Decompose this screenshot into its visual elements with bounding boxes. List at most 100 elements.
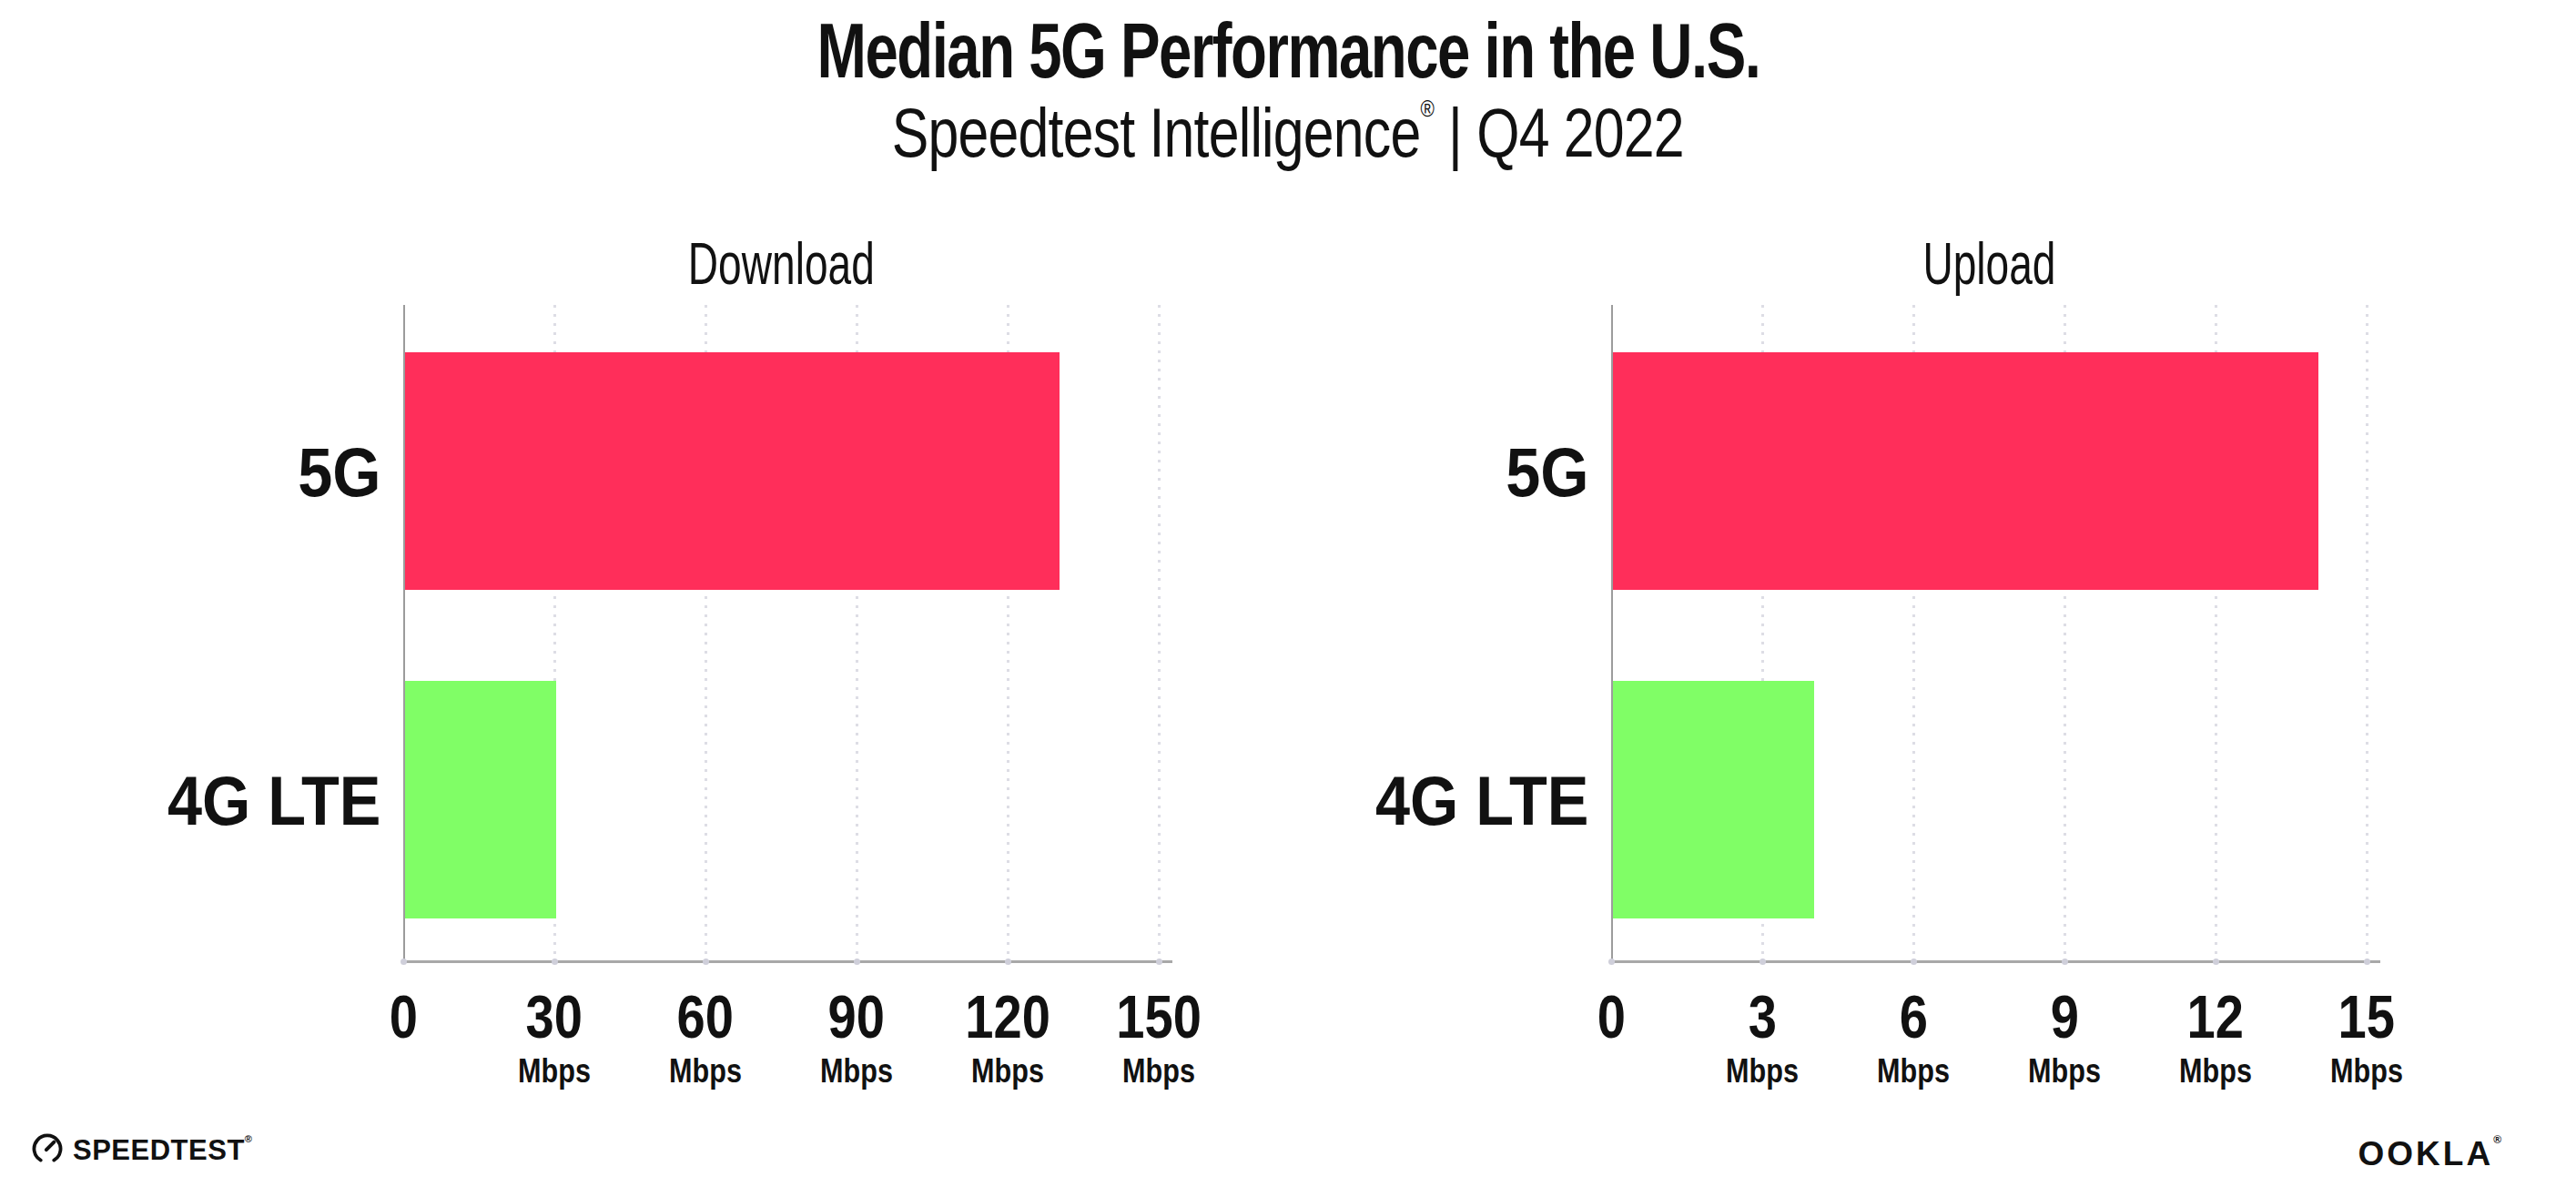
tick-dot (2364, 959, 2370, 965)
page-subtitle: Speedtest Intelligence® | Q4 2022 (793, 93, 1783, 172)
chart-title-text: Upload (1922, 230, 2055, 298)
bar-4g-lte (405, 681, 556, 918)
x-axis-line (403, 960, 1172, 963)
x-tick-unit: Mbps (798, 1052, 915, 1090)
x-tick-9: 9Mbps (1996, 986, 2133, 1090)
chart-panel-download: Download5G4G LTE030Mbps60Mbps90Mbps120Mb… (403, 305, 1159, 962)
x-tick-number: 150 (1116, 986, 1202, 1049)
page-subtitle-text: Speedtest Intelligence® | Q4 2022 (892, 93, 1684, 172)
x-tick-unit: Mbps (2157, 1052, 2274, 1090)
speedtest-logo: SPEEDTEST® (30, 1131, 252, 1170)
category-label-4g-lte: 4G LTE (1224, 760, 1588, 839)
x-tick-value: 9 (1996, 986, 2133, 1049)
tick-dot (401, 959, 407, 965)
speedtest-gauge-icon (30, 1131, 65, 1170)
x-tick-value: 15 (2298, 986, 2435, 1049)
x-tick-number: 12 (2187, 986, 2244, 1049)
bar-4g-lte (1613, 681, 1814, 918)
chart-title-text: Download (688, 230, 875, 298)
ookla-trademark: ® (2493, 1133, 2501, 1146)
tick-dot (1760, 959, 1766, 965)
category-label-4g-lte: 4G LTE (16, 760, 380, 839)
category-label-text: 4G LTE (1375, 760, 1588, 839)
x-tick-number: 6 (1899, 986, 1927, 1049)
speedtest-trademark: ® (245, 1133, 253, 1144)
x-tick-15: 15Mbps (2298, 986, 2435, 1090)
tick-dot (1156, 959, 1162, 965)
subtitle-brand: Speedtest Intelligence (892, 94, 1421, 171)
category-label-5g: 5G (1224, 431, 1588, 511)
x-tick-number: 0 (389, 986, 417, 1049)
x-tick-unit: Mbps (1855, 1052, 1972, 1090)
tick-dot (703, 959, 709, 965)
x-tick-120: 120Mbps (939, 986, 1076, 1090)
x-tick-number: 3 (1748, 986, 1776, 1049)
x-tick-value: 30 (486, 986, 623, 1049)
tick-dot (2213, 959, 2219, 965)
speedtest-logo-text: SPEEDTEST® (73, 1134, 252, 1167)
gridline (1158, 305, 1161, 962)
gridline (2366, 305, 2368, 962)
x-tick-0: 0 (335, 986, 472, 1049)
x-tick-30: 30Mbps (486, 986, 623, 1090)
y-axis-line (1611, 305, 1613, 962)
tick-dot (2062, 959, 2068, 965)
x-tick-150: 150Mbps (1090, 986, 1227, 1090)
page-title-text: Median 5G Performance in the U.S. (816, 5, 1760, 96)
plot-area-upload (1611, 305, 2367, 962)
chart-title-download: Download (403, 230, 1159, 298)
x-tick-value: 150 (1090, 986, 1227, 1049)
x-tick-3: 3Mbps (1694, 986, 1831, 1090)
tick-dot (552, 959, 558, 965)
ookla-wordmark: OOKLA (2358, 1135, 2494, 1172)
x-tick-number: 15 (2338, 986, 2395, 1049)
category-label-5g: 5G (16, 431, 380, 511)
category-label-text: 5G (298, 431, 380, 511)
x-tick-unit: Mbps (949, 1052, 1066, 1090)
title-row: Median 5G Performance in the U.S. (0, 5, 2576, 96)
x-tick-unit: Mbps (496, 1052, 613, 1090)
chart-title-upload: Upload (1611, 230, 2367, 298)
x-tick-number: 60 (677, 986, 734, 1049)
tick-dot (1911, 959, 1917, 965)
subtitle-row: Speedtest Intelligence® | Q4 2022 (0, 93, 2576, 172)
ookla-logo: OOKLA® (2358, 1135, 2501, 1173)
chart-panel-upload: Upload5G4G LTE03Mbps6Mbps9Mbps12Mbps15Mb… (1611, 305, 2367, 962)
speedtest-wordmark: SPEEDTEST (73, 1134, 245, 1166)
x-tick-number: 30 (526, 986, 583, 1049)
page-title: Median 5G Performance in the U.S. (668, 5, 1909, 96)
page: Median 5G Performance in the U.S. Speedt… (0, 0, 2576, 1197)
category-label-text: 4G LTE (167, 760, 380, 839)
x-tick-90: 90Mbps (788, 986, 925, 1090)
x-tick-value: 6 (1845, 986, 1982, 1049)
tick-dot (1608, 959, 1615, 965)
x-tick-0: 0 (1543, 986, 1679, 1049)
x-tick-60: 60Mbps (637, 986, 774, 1090)
tick-dot (1005, 959, 1011, 965)
x-tick-number: 120 (965, 986, 1050, 1049)
x-tick-unit: Mbps (1704, 1052, 1820, 1090)
x-tick-unit: Mbps (647, 1052, 764, 1090)
x-tick-6: 6Mbps (1845, 986, 1982, 1090)
x-tick-number: 90 (828, 986, 885, 1049)
x-tick-value: 60 (637, 986, 774, 1049)
x-tick-unit: Mbps (2308, 1052, 2425, 1090)
x-tick-value: 0 (335, 986, 472, 1049)
x-tick-number: 9 (2050, 986, 2078, 1049)
x-tick-12: 12Mbps (2147, 986, 2284, 1090)
registered-mark: ® (1421, 95, 1435, 122)
x-tick-unit: Mbps (1100, 1052, 1217, 1090)
x-tick-value: 12 (2147, 986, 2284, 1049)
x-tick-value: 0 (1543, 986, 1679, 1049)
bar-5g (1613, 352, 2318, 590)
x-axis-line (1611, 960, 2380, 963)
x-tick-value: 120 (939, 986, 1076, 1049)
x-tick-value: 3 (1694, 986, 1831, 1049)
y-axis-line (403, 305, 405, 962)
plot-area-download (403, 305, 1159, 962)
tick-dot (854, 959, 860, 965)
bar-5g (405, 352, 1060, 590)
subtitle-period: | Q4 2022 (1434, 94, 1684, 171)
x-tick-unit: Mbps (2006, 1052, 2123, 1090)
category-label-text: 5G (1506, 431, 1588, 511)
